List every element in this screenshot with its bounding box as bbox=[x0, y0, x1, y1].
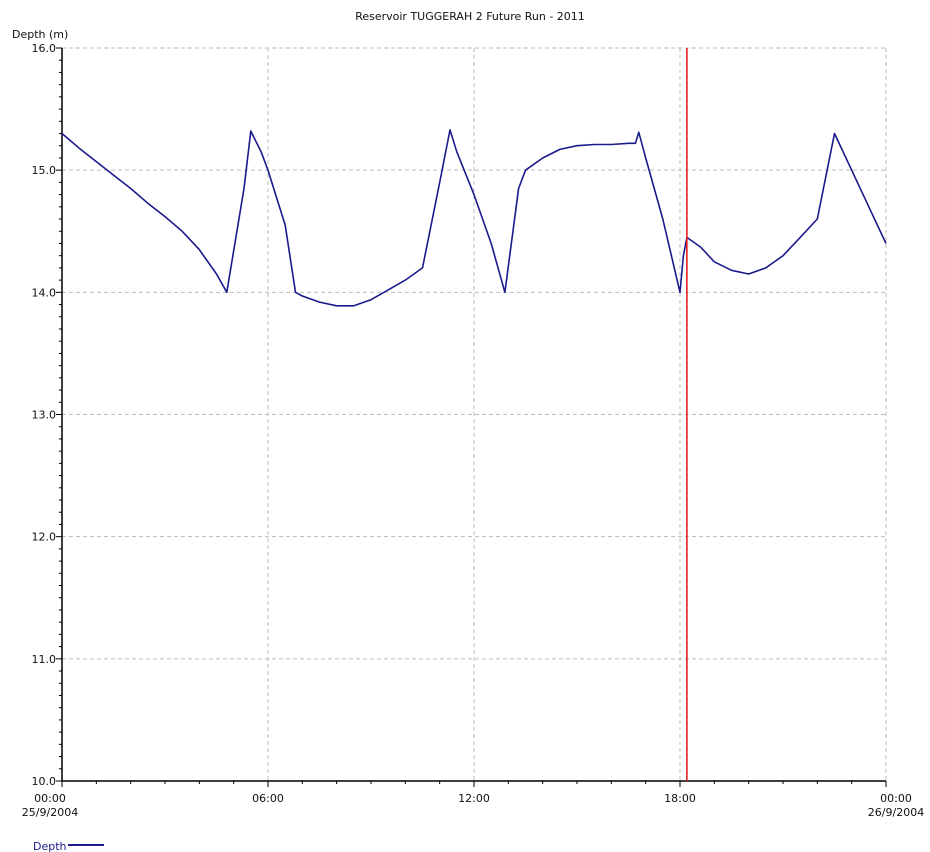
x-tick-date-label: 26/9/2004 bbox=[868, 806, 924, 819]
grid bbox=[62, 47, 887, 781]
legend-label-depth: Depth bbox=[33, 840, 67, 852]
series-layer bbox=[61, 129, 887, 307]
y-tick-label: 16.0 bbox=[32, 42, 57, 55]
y-tick-label: 12.0 bbox=[32, 531, 57, 544]
y-axis-label: Depth (m) bbox=[12, 28, 68, 41]
y-tick-label: 11.0 bbox=[32, 653, 57, 666]
y-tick-label: 10.0 bbox=[32, 775, 57, 788]
x-tick-date-label: 25/9/2004 bbox=[22, 806, 78, 819]
x-tick-label: 00:00 bbox=[880, 792, 912, 805]
x-tick-label: 00:00 bbox=[34, 792, 66, 805]
series-line-depth bbox=[61, 129, 887, 307]
y-tick-label: 14.0 bbox=[32, 286, 57, 299]
axes bbox=[56, 47, 887, 787]
chart-title: Reservoir TUGGERAH 2 Future Run - 2011 bbox=[355, 10, 585, 23]
x-tick-label: 06:00 bbox=[252, 792, 284, 805]
x-tick-label: 18:00 bbox=[664, 792, 696, 805]
x-tick-label: 12:00 bbox=[458, 792, 490, 805]
tick-labels: 10.011.012.013.014.015.016.000:0025/9/20… bbox=[22, 42, 924, 819]
y-tick-label: 13.0 bbox=[32, 409, 57, 422]
legend: Depth bbox=[33, 840, 104, 852]
y-tick-label: 15.0 bbox=[32, 164, 57, 177]
